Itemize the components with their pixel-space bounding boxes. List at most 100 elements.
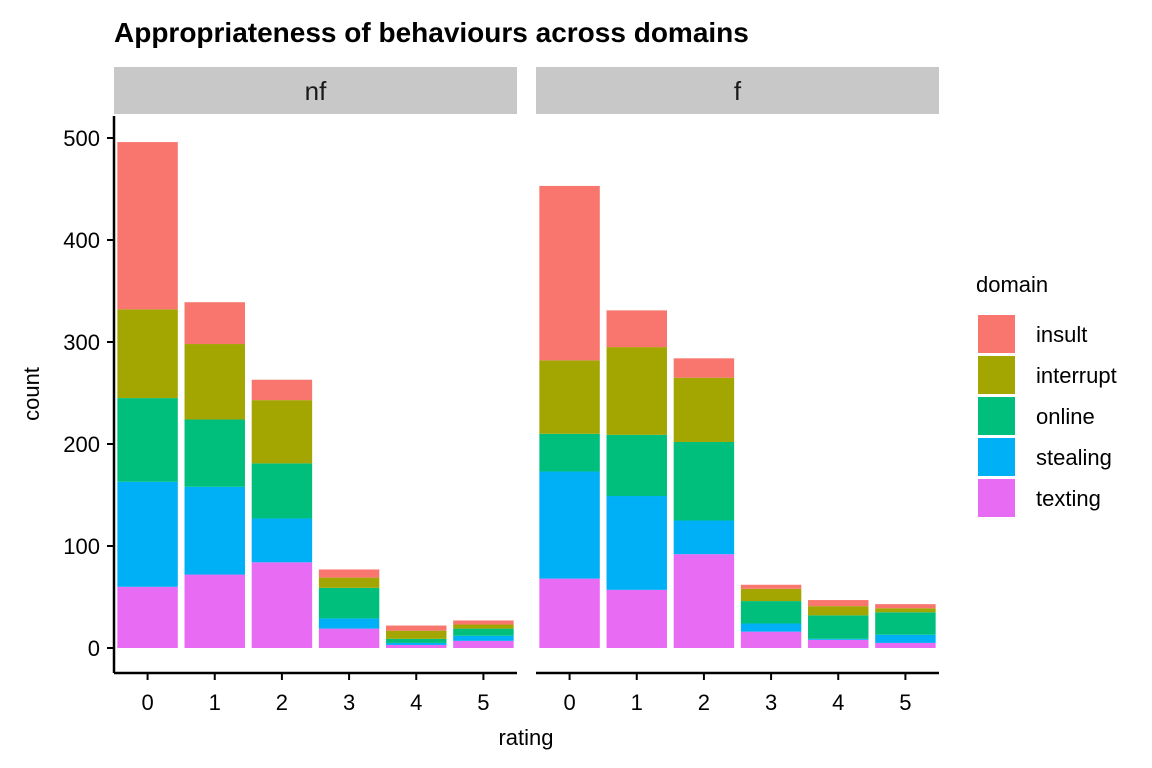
legend-key-texting <box>978 479 1015 517</box>
bar-segment-interrupt <box>808 606 869 616</box>
x-tick-label: 1 <box>631 690 643 715</box>
y-tick-label: 100 <box>63 534 100 559</box>
x-tick-label: 4 <box>832 690 844 715</box>
bar-segment-insult <box>453 620 514 625</box>
facet-strip-label: nf <box>305 76 327 106</box>
bar-segment-stealing <box>740 623 802 632</box>
panel-nf: nf 0 1 2 3 4 5 0 100 200 300 400 500 <box>63 67 517 715</box>
y-tick-label: 200 <box>63 432 100 457</box>
bar-segment-texting <box>318 628 380 648</box>
bar-segment-texting <box>740 631 802 648</box>
legend-label-insult: insult <box>1036 322 1087 347</box>
bar-segment-interrupt <box>386 630 447 639</box>
bar-segment-interrupt <box>453 624 514 629</box>
bar-segment-interrupt <box>251 400 313 464</box>
legend-label-online: online <box>1036 404 1095 429</box>
y-tick-label: 400 <box>63 228 100 253</box>
bar-segment-interrupt <box>875 608 936 613</box>
x-tick-label: 2 <box>276 690 288 715</box>
bar-segment-insult <box>318 569 380 578</box>
y-axis-title: count <box>19 367 44 421</box>
bar-segment-interrupt <box>673 377 735 442</box>
bar-segment-online <box>184 419 245 487</box>
bar-segment-online <box>808 615 869 639</box>
bar-segment-texting <box>251 562 313 648</box>
bar-segment-stealing <box>875 634 936 643</box>
x-tick-label: 5 <box>477 690 489 715</box>
bar-segment-online <box>117 398 178 482</box>
x-tick-label: 2 <box>698 690 710 715</box>
legend-title: domain <box>976 272 1048 297</box>
x-axis-title: rating <box>498 725 553 750</box>
bar-segment-stealing <box>539 471 600 579</box>
legend-key-interrupt <box>978 356 1015 394</box>
bar-segment-stealing <box>386 642 447 645</box>
bar-segment-interrupt <box>184 344 245 420</box>
bar-segment-online <box>673 441 735 521</box>
bar-segment-texting <box>117 586 178 648</box>
bar-segment-online <box>539 433 600 472</box>
facet-strip-label: f <box>734 76 742 106</box>
bar-segment-insult <box>386 625 447 631</box>
bar-segment-interrupt <box>117 309 178 399</box>
panel-f: f 0 1 2 3 4 5 <box>536 67 939 715</box>
bar-segment-stealing <box>453 635 514 641</box>
bar-segment-interrupt <box>606 347 667 435</box>
bar-segment-texting <box>808 639 869 648</box>
legend-label-texting: texting <box>1036 486 1101 511</box>
bar-segment-online <box>318 587 380 619</box>
bar-segment-texting <box>453 640 514 648</box>
facet-strip <box>536 67 939 114</box>
bar-segment-online <box>453 628 514 636</box>
bar-segment-texting <box>539 578 600 648</box>
x-tick-label: 4 <box>410 690 422 715</box>
bar-segment-stealing <box>251 518 313 563</box>
x-tick-label: 3 <box>765 690 777 715</box>
bar-segment-insult <box>539 185 600 361</box>
bar-segment-stealing <box>606 496 667 590</box>
bar-segment-interrupt <box>539 360 600 434</box>
bar-segment-interrupt <box>740 588 802 602</box>
legend: domain insult interrupt online stealing text… <box>976 272 1117 517</box>
bar-segment-stealing <box>673 520 735 555</box>
y-tick-label: 300 <box>63 330 100 355</box>
legend-label-stealing: stealing <box>1036 445 1112 470</box>
legend-key-insult <box>978 315 1015 353</box>
bar-segment-insult <box>184 302 245 345</box>
bar-segment-stealing <box>184 486 245 575</box>
legend-label-interrupt: interrupt <box>1036 363 1117 388</box>
bar-segment-texting <box>184 574 245 648</box>
bar-segment-insult <box>117 142 178 310</box>
bar-segment-insult <box>673 358 735 378</box>
bar-segment-insult <box>875 604 936 609</box>
bar-segment-online <box>740 601 802 624</box>
bar-segment-online <box>251 463 313 519</box>
facet-strip <box>114 67 517 114</box>
bar-segment-online <box>875 612 936 635</box>
legend-key-stealing <box>978 438 1015 476</box>
bar-segment-stealing <box>318 618 380 629</box>
legend-key-online <box>978 397 1015 435</box>
x-tick-label: 5 <box>899 690 911 715</box>
x-tick-label: 0 <box>563 690 575 715</box>
bar-segment-texting <box>673 554 735 648</box>
x-tick-label: 0 <box>141 690 153 715</box>
bar-segment-texting <box>606 589 667 648</box>
x-tick-label: 1 <box>209 690 221 715</box>
y-tick-label: 500 <box>63 126 100 151</box>
bar-segment-online <box>386 638 447 643</box>
bar-segment-stealing <box>808 638 869 640</box>
bar-segment-texting <box>875 642 936 648</box>
facet-panels: nf 0 1 2 3 4 5 0 100 200 300 400 500 f 0 1 2 3 4 5 <box>63 67 939 715</box>
bar-segment-insult <box>606 310 667 348</box>
bar-segment-online <box>606 434 667 497</box>
bar-segment-interrupt <box>318 577 380 588</box>
bar-segment-insult <box>251 379 313 401</box>
y-tick-label: 0 <box>88 636 100 661</box>
chart-title: Appropriateness of behaviours across dom… <box>114 17 749 48</box>
x-tick-label: 3 <box>343 690 355 715</box>
bar-segment-texting <box>386 644 447 648</box>
bar-segment-insult <box>740 584 802 589</box>
bar-segment-insult <box>808 600 869 607</box>
